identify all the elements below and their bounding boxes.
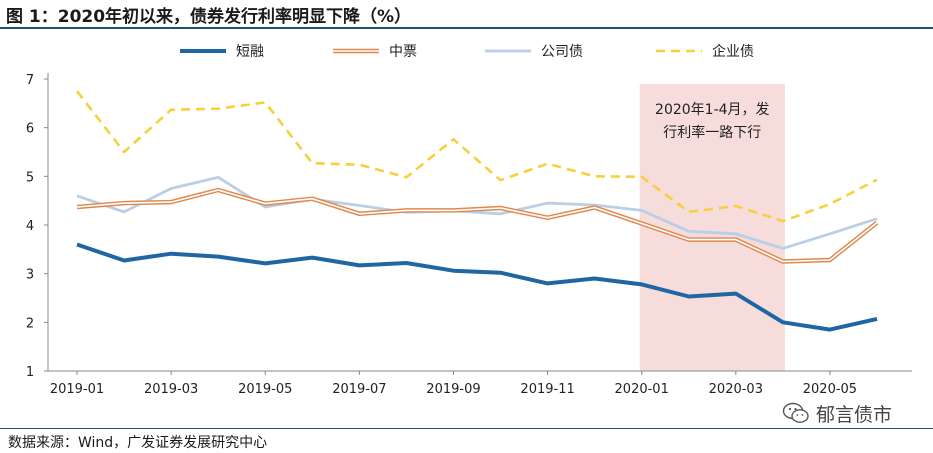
legend-label: 企业债 [712,43,754,60]
watermark: 郁言债市 [782,399,892,427]
x-tick-label: 2019-03 [144,382,198,397]
bottom-rule [0,428,933,429]
annotation-line: 行利率一路下行 [663,124,761,141]
x-tick-label: 2020-03 [709,382,763,397]
y-tick-label: 7 [26,73,34,88]
legend-entry-2: 公司债 [485,44,583,60]
series-2 [76,175,878,250]
y-tick-label: 6 [26,122,34,137]
title-bar: 图 1：2020年初以来，债券发行利率明显下降（%） [0,0,933,27]
legend-label: 公司债 [541,44,583,60]
series-line [75,90,878,223]
series-1 [76,187,879,264]
legend-label: 短融 [236,44,264,60]
legend-entry-1: 中票 [333,44,417,60]
y-tick-label: 1 [26,365,34,380]
y-tick-label: 2 [26,316,34,331]
series-0 [76,242,878,332]
x-tick-label: 2019-09 [426,382,480,397]
source-note: 数据来源：Wind，广发证券发展研究中心 [8,435,268,451]
title-rule [0,27,933,29]
x-tick-label: 2019-01 [50,382,104,397]
legend-entry-3: 企业债 [656,43,754,60]
y-tick-label: 4 [26,219,34,234]
wechat-icon [782,402,809,423]
highlight-band [639,84,785,371]
x-tick-label: 2019-07 [332,382,386,397]
figure-title: 图 1：2020年初以来，债券发行利率明显下降（%） [6,7,412,27]
legend-label: 中票 [389,44,417,60]
series-line-inner [76,189,878,263]
series-line [76,242,878,332]
annotation-line: 2020年1-4月，发 [655,102,770,118]
series-line [76,175,878,250]
x-tick-label: 2020-05 [803,382,857,397]
x-tick-label: 2020-01 [615,382,669,397]
y-tick-label: 3 [26,268,34,283]
x-tick-label: 2019-11 [520,382,574,397]
y-tick-label: 5 [26,170,34,185]
legend-entry-0: 短融 [180,44,264,60]
x-tick-label: 2019-05 [238,382,292,397]
series-3 [75,90,878,223]
watermark-text: 郁言债市 [816,403,893,426]
